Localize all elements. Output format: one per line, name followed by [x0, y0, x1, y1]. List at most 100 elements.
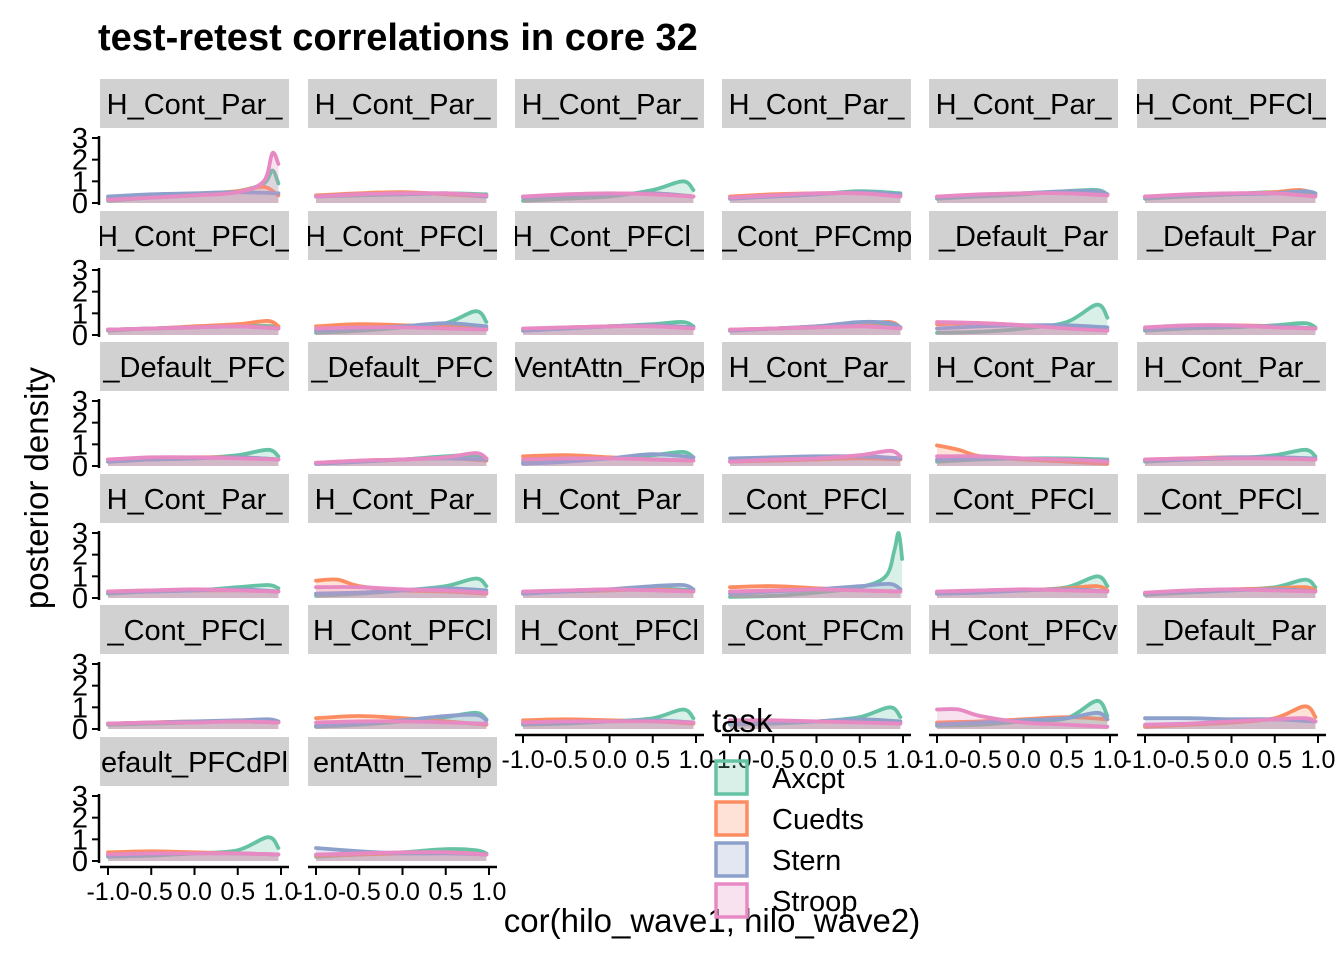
density-line-stroop	[521, 719, 696, 725]
facet-strip	[1137, 342, 1326, 391]
facet-strip-label: H_Cont_Par_	[315, 89, 492, 121]
y-tick-label: 3	[72, 123, 88, 155]
x-tick-label: -1.0	[86, 878, 129, 906]
y-tick-label: 3	[72, 518, 88, 550]
facet-panel: H_Cont_PFCl_	[305, 211, 501, 335]
density-line-stroop	[314, 325, 489, 332]
facet-strip	[515, 211, 704, 260]
facet-strip-label: VentAttn_FrOp	[514, 352, 706, 384]
density-area-stroop	[316, 587, 487, 598]
density-line-stern	[935, 710, 1110, 727]
facet-strip-label: H_Cont_PFCl_	[1134, 89, 1330, 121]
facet-strip	[1137, 211, 1326, 260]
facet-strip-label: H_Cont_PFCv	[930, 615, 1117, 647]
legend-title: task	[712, 702, 773, 739]
facet-panel: _Cont_PFCmp	[722, 211, 911, 335]
x-tick-label: 0.0	[592, 746, 627, 774]
density-line-stroop	[935, 191, 1110, 199]
legend-key	[714, 882, 749, 919]
facet-strip-label: H_Cont_PFCl	[313, 615, 492, 647]
density-area-axcpt	[1145, 449, 1316, 466]
x-tick-label: -0.5	[545, 746, 588, 774]
density-line-stroop	[106, 455, 281, 462]
density-line-stroop	[1143, 716, 1318, 727]
facet-strip	[100, 474, 289, 523]
legend-item-cuedts: Cuedts	[714, 800, 864, 837]
legend-label: Cuedts	[772, 804, 864, 836]
density-line-stroop	[935, 320, 1110, 333]
density-line-stroop	[521, 324, 696, 331]
x-tick-label: 0.0	[799, 746, 834, 774]
y-tick-label: 0	[72, 188, 88, 220]
density-line-stroop	[935, 587, 1110, 594]
facet-strip	[929, 605, 1118, 654]
density-area-axcpt	[523, 181, 694, 203]
density-line-stern	[314, 712, 489, 728]
y-tick-label: 2	[72, 671, 88, 703]
facet-strip-label: H_Cont_Par_	[729, 352, 906, 384]
y-axis-title: posterior density	[18, 366, 55, 609]
x-tick-label: -0.5	[1167, 746, 1210, 774]
facet-panel: _Cont_PFCl_	[1137, 474, 1326, 598]
facet-panel: _Cont_PFCm-1.0 -0.5 0.0 0.5 1.0	[708, 605, 920, 774]
density-line-stroop	[1143, 587, 1318, 595]
y-tick-label: 2	[72, 540, 88, 572]
density-area-stroop	[108, 152, 279, 203]
facet-strip	[308, 79, 497, 128]
facet-strip	[100, 342, 289, 391]
facet-strip-label: _Default_PFC	[310, 352, 493, 384]
chart-title: test-retest correlations in core 32	[98, 17, 698, 59]
x-tick-label: -1.0	[294, 878, 337, 906]
x-tick-label: -1.0	[915, 746, 958, 774]
y-tick-label: 0	[72, 320, 88, 352]
density-area-stroop	[316, 452, 487, 466]
facet-panel: H_Cont_Par_	[308, 79, 497, 203]
density-line-stroop	[314, 585, 489, 595]
y-tick-label: 1	[72, 692, 88, 724]
y-tick-label: 0	[72, 451, 88, 483]
facet-panel: entAttn_Temp -1.0 -0.5 0.0 0.5 1.0	[294, 737, 506, 906]
facet-panel: H_Cont_Par_	[722, 79, 911, 203]
facet-strip	[929, 474, 1118, 523]
x-tick-label: 0.0	[1006, 746, 1041, 774]
x-tick-label: 0.0	[177, 878, 212, 906]
x-tick-label: 0.0	[1214, 746, 1249, 774]
facet-strip	[515, 342, 704, 391]
legend-label: Stern	[772, 845, 841, 877]
x-tick-label: -1.0	[1123, 746, 1166, 774]
density-line-stroop	[314, 191, 489, 199]
facet-strip	[515, 79, 704, 128]
x-tick-label: 0.5	[428, 878, 463, 906]
density-area-stroop	[108, 326, 279, 335]
density-area-stern	[108, 326, 279, 335]
facet-strip-label: _Default_Par	[1146, 221, 1317, 253]
density-line-stroop	[728, 718, 903, 726]
density-line-stroop	[1143, 456, 1318, 462]
facet-strip	[515, 605, 704, 654]
density-area-stern	[523, 584, 694, 598]
facet-strip	[100, 79, 289, 128]
density-line-stroop	[728, 587, 903, 594]
facet-strip-label: H_Cont_Par_	[522, 89, 699, 121]
facet-strip	[308, 474, 497, 523]
facet-panel: H_Cont_PFCl -1.0 -0.5 0.0 0.5 1.0	[501, 605, 713, 774]
facet-strip	[1137, 474, 1326, 523]
density-line-stroop	[521, 191, 696, 199]
facet-panel: _Default_Par	[1137, 211, 1326, 335]
facet-strip-label: H_Cont_Par_	[729, 89, 906, 121]
facet-strip	[515, 474, 704, 523]
y-tick-label: 1	[72, 166, 88, 198]
facet-panel: H_Cont_Par_	[929, 342, 1118, 466]
facet-strip-label: H_Cont_Par_	[1144, 352, 1321, 384]
legend-key	[714, 759, 749, 796]
x-axis-title: cor(hilo_wave1, hilo_wave2)	[504, 902, 920, 939]
x-tick-label: -0.5	[752, 746, 795, 774]
density-line-stern	[106, 190, 281, 199]
facet-strip-label: H_Cont_PFCl_	[305, 221, 501, 253]
x-tick-label: 1.0	[679, 746, 714, 774]
facet-panel: _Cont_PFCl_	[929, 474, 1118, 598]
facet-strip	[1137, 79, 1326, 128]
